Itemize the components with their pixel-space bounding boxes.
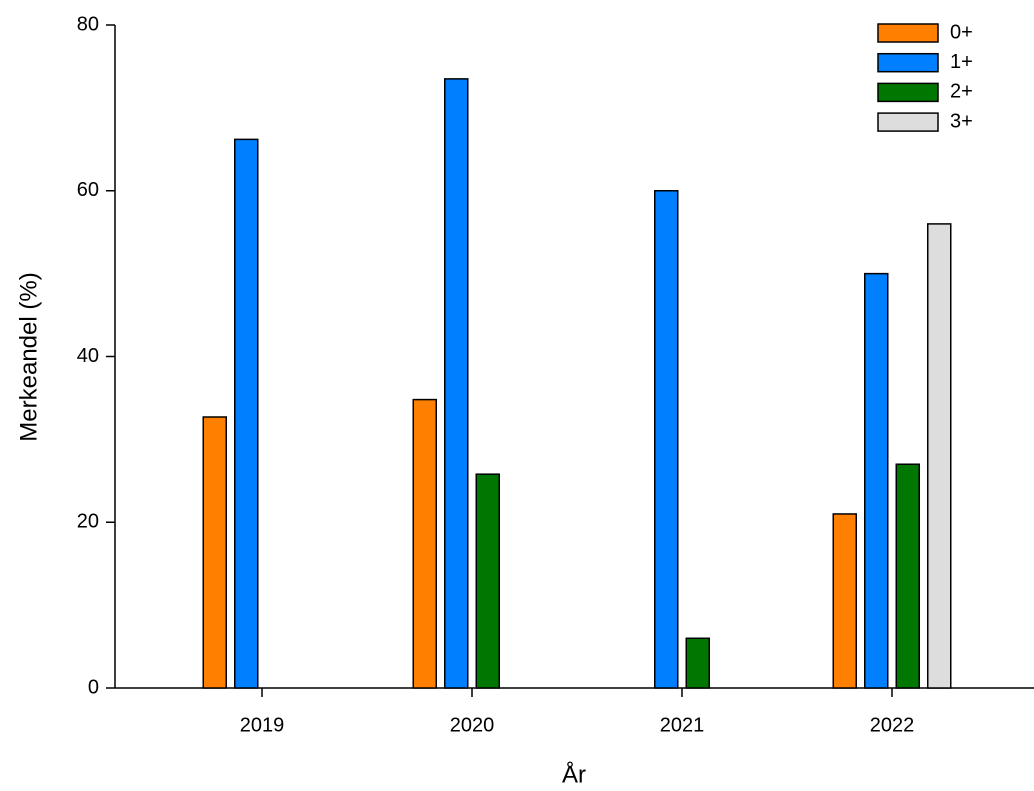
bar [412,398,437,689]
legend-swatch [877,23,939,43]
x-axis-title: År [562,760,586,788]
x-tick-label: 2019 [240,714,285,736]
bar [895,463,920,689]
bar [927,223,952,689]
legend-label: 0+ [950,21,973,43]
y-tick-label: 20 [77,511,99,533]
legend-swatch [877,82,939,103]
bar [654,190,679,689]
y-tick-label: 60 [77,179,99,201]
bar [685,637,710,689]
legend-label: 2+ [950,81,973,103]
y-tick-label: 80 [77,13,99,35]
x-tick-label: 2021 [660,714,705,736]
x-tick-label: 2022 [870,714,915,736]
bar [234,138,259,689]
y-axis-title: Merkeandel (%) [15,272,42,441]
bar [832,513,857,689]
y-tick-label: 40 [77,345,99,367]
legend-swatch [877,112,939,132]
legend-label: 1+ [950,51,973,73]
bar [444,78,469,689]
bar [202,416,227,689]
bar [475,473,500,689]
bar [864,272,889,689]
legend-label: 3+ [950,110,973,132]
y-tick-label: 0 [88,676,99,698]
legend-swatch [877,52,939,73]
x-tick-label: 2020 [450,714,495,736]
